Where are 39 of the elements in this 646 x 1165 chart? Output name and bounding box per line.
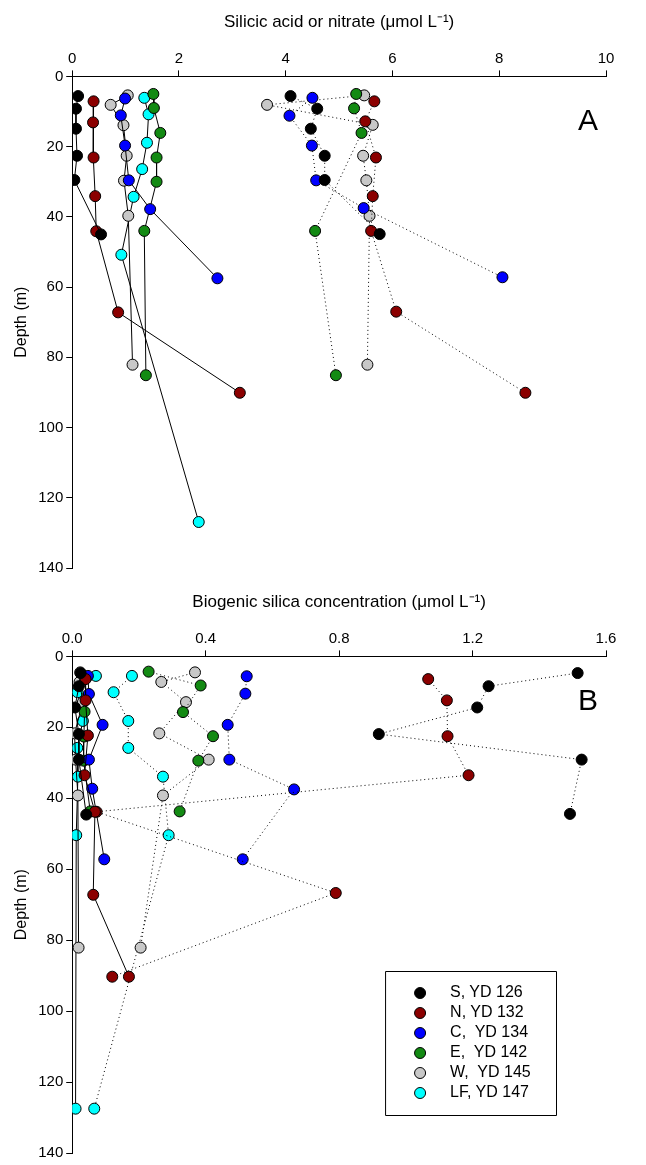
x-tick-label: 0.4 <box>195 628 217 646</box>
x-axis-title: Biogenic silica concentration (μmol L⁻¹) <box>192 591 486 611</box>
y-tick-label: 40 <box>46 207 64 224</box>
x-tick-label: 2 <box>174 48 184 66</box>
y-tick-label: 20 <box>46 717 64 735</box>
y-tick-label: 80 <box>46 347 64 365</box>
legend-label: S, YD 126 <box>450 983 523 1001</box>
y-tick-label: 40 <box>46 788 64 806</box>
x-tick-label: 8 <box>495 48 504 66</box>
x-axis-title: Silicic acid or nitrate (μmol L⁻¹) <box>223 11 455 31</box>
y-tick-label: 80 <box>46 930 64 948</box>
x-tick-label: 0 <box>68 48 77 66</box>
x-tick-label: 0.8 <box>328 628 350 646</box>
y-tick-label: 0 <box>54 66 64 84</box>
y-axis-title: Depth (m) <box>12 869 30 941</box>
y-tick-label: 60 <box>46 859 64 877</box>
y-tick-label: 100 <box>38 417 64 435</box>
x-tick-label: 1.6 <box>595 628 617 646</box>
legend-label: C, YD 134 <box>450 1023 529 1041</box>
x-tick-label: 4 <box>281 48 290 66</box>
y-tick-label: 100 <box>38 1001 64 1019</box>
annotation: A <box>577 102 598 136</box>
x-tick-label: 6 <box>388 48 397 66</box>
x-tick-label: 10 <box>597 48 615 66</box>
legend-label: N, YD 132 <box>450 1003 524 1021</box>
legend-label: W, YD 145 <box>450 1063 531 1081</box>
y-tick-label: 120 <box>38 487 64 505</box>
legend-label: LF, YD 147 <box>450 1083 530 1101</box>
y-axis-title: Depth (m) <box>12 286 30 358</box>
legend-label: E, YD 142 <box>450 1043 528 1061</box>
x-tick-label: 0.0 <box>61 628 83 646</box>
y-tick-label: 20 <box>46 136 64 154</box>
y-tick-label: 60 <box>46 277 64 295</box>
y-tick-label: 0 <box>54 646 64 664</box>
annotation: B <box>577 682 598 716</box>
y-tick-label: 140 <box>38 558 64 576</box>
y-tick-label: 140 <box>38 1143 64 1161</box>
x-tick-label: 1.2 <box>462 628 483 646</box>
y-tick-label: 120 <box>38 1072 64 1090</box>
